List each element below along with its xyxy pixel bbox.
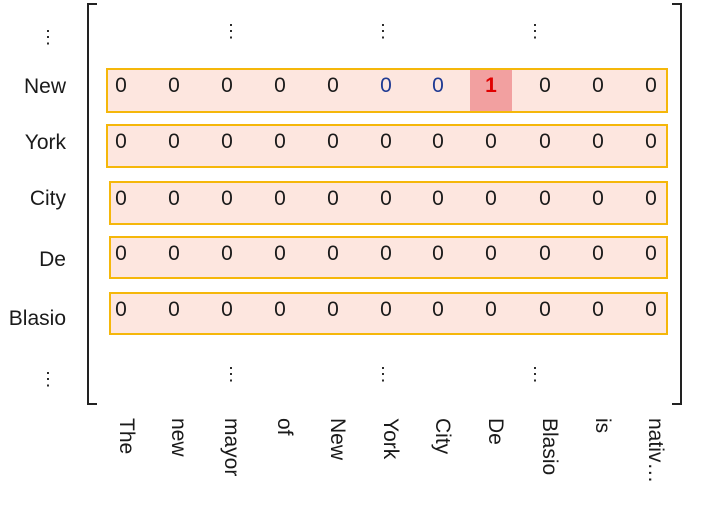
- col-ellipsis-bottom-2: ⋮: [374, 364, 392, 384]
- col-label-the: The: [115, 418, 138, 455]
- matrix-cell: 0: [380, 187, 392, 210]
- matrix-cell: 0: [645, 130, 657, 153]
- matrix-cell: 0: [115, 74, 127, 97]
- matrix-cell: 0: [115, 298, 127, 321]
- matrix-cell: 0: [327, 130, 339, 153]
- matrix-row-3: [109, 236, 668, 279]
- matrix-cell: 0: [380, 74, 392, 97]
- col-ellipsis-bottom-1: ⋮: [222, 364, 240, 384]
- matrix-cell: 0: [485, 242, 497, 265]
- matrix-cell: 0: [115, 130, 127, 153]
- highlighted-cell: [470, 70, 512, 111]
- matrix-cell: 0: [274, 130, 286, 153]
- matrix-cell: 0: [485, 298, 497, 321]
- col-label-blasio: Blasio: [538, 418, 561, 476]
- matrix-cell: 0: [592, 130, 604, 153]
- col-label-nativ: nativ…: [644, 418, 667, 484]
- row-label-de: De: [39, 248, 66, 271]
- matrix-cell: 0: [592, 74, 604, 97]
- matrix-cell: 0: [432, 74, 444, 97]
- col-label-new-2: New: [326, 418, 349, 461]
- matrix-cell: 0: [539, 74, 551, 97]
- matrix-cell: 1: [485, 74, 497, 97]
- col-ellipsis-bottom-3: ⋮: [526, 364, 544, 384]
- right-bracket: [672, 3, 682, 405]
- row-ellipsis-top: ⋮: [39, 27, 57, 47]
- matrix-cell: 0: [539, 187, 551, 210]
- col-label-is: is: [591, 418, 614, 434]
- matrix-cell: 0: [645, 74, 657, 97]
- matrix-cell: 0: [645, 187, 657, 210]
- matrix-cell: 0: [432, 242, 444, 265]
- matrix-cell: 0: [485, 187, 497, 210]
- matrix-cell: 0: [539, 130, 551, 153]
- row-label-new: New: [23, 75, 66, 98]
- col-label-mayor: mayor: [220, 418, 243, 477]
- row-label-blasio: Blasio: [8, 307, 66, 330]
- matrix-row-0: [106, 68, 668, 113]
- matrix-cell: 0: [432, 187, 444, 210]
- matrix-cell: 0: [592, 298, 604, 321]
- matrix-cell: 0: [274, 187, 286, 210]
- row-label-york: York: [24, 131, 66, 154]
- matrix-cell: 0: [168, 187, 180, 210]
- matrix-cell: 0: [645, 242, 657, 265]
- matrix-cell: 0: [380, 242, 392, 265]
- matrix-cell: 0: [221, 74, 233, 97]
- matrix-cell: 0: [327, 298, 339, 321]
- matrix-cell: 0: [115, 187, 127, 210]
- matrix-cell: 0: [274, 74, 286, 97]
- matrix-cell: 0: [115, 242, 127, 265]
- col-label-new: new: [167, 418, 190, 457]
- matrix-cell: 0: [221, 187, 233, 210]
- matrix-row-2: [109, 181, 668, 225]
- left-bracket: [87, 3, 97, 405]
- col-label-de: De: [484, 418, 507, 445]
- matrix-cell: 0: [645, 298, 657, 321]
- row-ellipsis-bottom: ⋮: [39, 369, 57, 389]
- col-label-city: City: [431, 418, 454, 455]
- matrix-cell: 0: [221, 130, 233, 153]
- matrix-cell: 0: [274, 242, 286, 265]
- matrix-cell: 0: [592, 242, 604, 265]
- col-label-of: of: [273, 418, 296, 436]
- matrix-cell: 0: [168, 74, 180, 97]
- matrix-cell: 0: [539, 298, 551, 321]
- col-ellipsis-top-3: ⋮: [526, 21, 544, 41]
- matrix-cell: 0: [327, 74, 339, 97]
- matrix-cell: 0: [432, 130, 444, 153]
- matrix-cell: 0: [168, 242, 180, 265]
- matrix-cell: 0: [274, 298, 286, 321]
- matrix-cell: 0: [432, 298, 444, 321]
- matrix-cell: 0: [380, 298, 392, 321]
- row-label-city: City: [29, 187, 66, 210]
- col-ellipsis-top-2: ⋮: [374, 21, 392, 41]
- matrix-cell: 0: [221, 242, 233, 265]
- matrix-cell: 0: [168, 298, 180, 321]
- matrix-row-4: [109, 292, 668, 335]
- col-label-york: York: [379, 418, 402, 460]
- col-ellipsis-top-1: ⋮: [222, 21, 240, 41]
- matrix-cell: 0: [168, 130, 180, 153]
- matrix-cell: 0: [327, 242, 339, 265]
- matrix-cell: 0: [380, 130, 392, 153]
- matrix-cell: 0: [221, 298, 233, 321]
- matrix-cell: 0: [327, 187, 339, 210]
- matrix-cell: 0: [592, 187, 604, 210]
- matrix-cell: 0: [485, 130, 497, 153]
- matrix-row-1: [106, 124, 668, 168]
- matrix-cell: 0: [539, 242, 551, 265]
